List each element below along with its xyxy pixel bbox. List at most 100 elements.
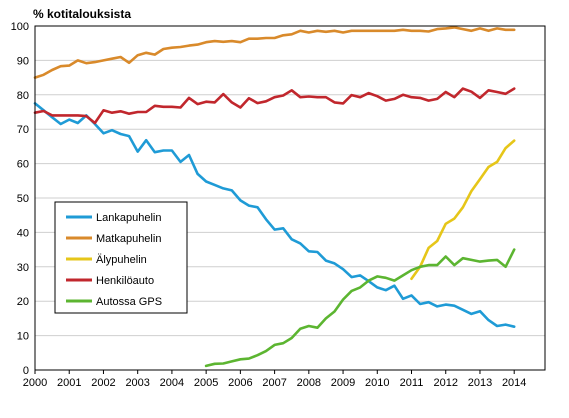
- data-point: [188, 44, 190, 47]
- data-point: [453, 96, 456, 98]
- data-point: [213, 184, 216, 186]
- data-point: [513, 87, 515, 90]
- x-tick-label: 2002: [91, 377, 115, 389]
- data-point: [282, 34, 285, 37]
- data-point: [290, 337, 293, 339]
- data-point: [308, 95, 310, 98]
- data-point: [316, 251, 319, 253]
- series-1: [33, 26, 516, 79]
- data-point: [470, 313, 473, 315]
- legend-label: Matkapuhelin: [96, 233, 161, 245]
- data-point: [496, 91, 498, 93]
- data-point: [290, 33, 293, 36]
- data-point: [102, 132, 105, 135]
- x-tick-label: 2009: [331, 377, 355, 389]
- data-point: [470, 30, 473, 32]
- data-point: [94, 61, 96, 63]
- y-axis-unit-label: % kotitalouksista: [33, 7, 131, 21]
- data-point: [513, 248, 515, 251]
- x-tick-label: 2008: [297, 377, 321, 389]
- data-point: [162, 149, 165, 152]
- data-point: [453, 304, 456, 307]
- data-point: [453, 264, 456, 266]
- data-point: [367, 92, 370, 94]
- data-point: [436, 28, 439, 30]
- data-point: [325, 96, 327, 98]
- data-point: [128, 112, 130, 115]
- x-tick-label: 2014: [502, 377, 526, 389]
- data-point: [265, 100, 267, 103]
- data-point: [154, 53, 156, 56]
- data-point: [487, 89, 490, 92]
- x-tick-label: 2005: [194, 377, 218, 389]
- data-point: [419, 97, 421, 99]
- data-point: [273, 96, 276, 98]
- x-tick-label: 2004: [160, 377, 184, 389]
- data-point: [393, 98, 396, 100]
- data-point: [487, 319, 490, 321]
- data-point: [496, 325, 498, 327]
- data-point: [402, 298, 404, 300]
- y-tick-label: 30: [17, 262, 29, 274]
- data-point: [359, 30, 362, 32]
- data-point: [154, 105, 156, 107]
- legend-label: Älypuhelin: [96, 254, 147, 266]
- legend-label: Henkilöauto: [96, 275, 154, 287]
- data-point: [316, 96, 319, 98]
- data-point: [290, 89, 293, 92]
- data-point: [427, 301, 430, 304]
- data-point: [205, 100, 207, 103]
- data-point: [487, 259, 490, 262]
- data-point: [444, 303, 447, 306]
- data-point: [59, 123, 62, 125]
- data-point: [402, 274, 404, 277]
- data-point: [333, 310, 336, 313]
- data-point: [196, 43, 199, 46]
- data-point: [308, 325, 310, 327]
- data-point: [462, 28, 464, 30]
- series-line: [33, 26, 516, 79]
- data-point: [385, 30, 387, 32]
- data-point: [273, 37, 276, 39]
- data-point: [376, 275, 379, 278]
- data-point: [419, 303, 421, 305]
- y-tick-label: 70: [17, 124, 29, 136]
- data-point: [513, 139, 515, 142]
- data-point: [290, 238, 293, 241]
- data-point: [136, 54, 139, 56]
- data-point: [265, 37, 267, 39]
- data-point: [410, 269, 413, 272]
- data-point: [410, 294, 413, 297]
- data-point: [308, 250, 310, 253]
- data-point: [504, 29, 507, 31]
- data-point: [402, 94, 404, 96]
- data-point: [171, 149, 173, 152]
- data-point: [196, 173, 199, 175]
- data-point: [239, 41, 242, 43]
- data-point: [462, 206, 464, 209]
- data-point: [102, 59, 105, 62]
- data-point: [333, 30, 336, 32]
- data-point: [479, 310, 481, 313]
- data-point: [231, 40, 233, 42]
- x-tick-label: 2011: [400, 377, 424, 389]
- data-point: [222, 41, 225, 43]
- x-tick-label: 2003: [125, 377, 149, 389]
- data-point: [119, 133, 122, 135]
- series-line: [33, 87, 516, 125]
- data-point: [350, 94, 353, 96]
- data-point: [376, 95, 379, 97]
- data-point: [359, 274, 362, 277]
- data-point: [393, 30, 396, 32]
- data-point: [316, 326, 319, 329]
- data-point: [77, 114, 79, 117]
- y-axis-ticks: 0 10 20 30 40 50 60 70 80 90 100: [11, 21, 29, 377]
- data-point: [462, 309, 464, 311]
- legend-label: Autossa GPS: [96, 296, 162, 308]
- data-point: [179, 46, 182, 48]
- data-point: [162, 48, 165, 50]
- data-point: [256, 354, 259, 357]
- data-point: [239, 106, 242, 109]
- data-point: [504, 323, 507, 326]
- data-point: [427, 30, 430, 33]
